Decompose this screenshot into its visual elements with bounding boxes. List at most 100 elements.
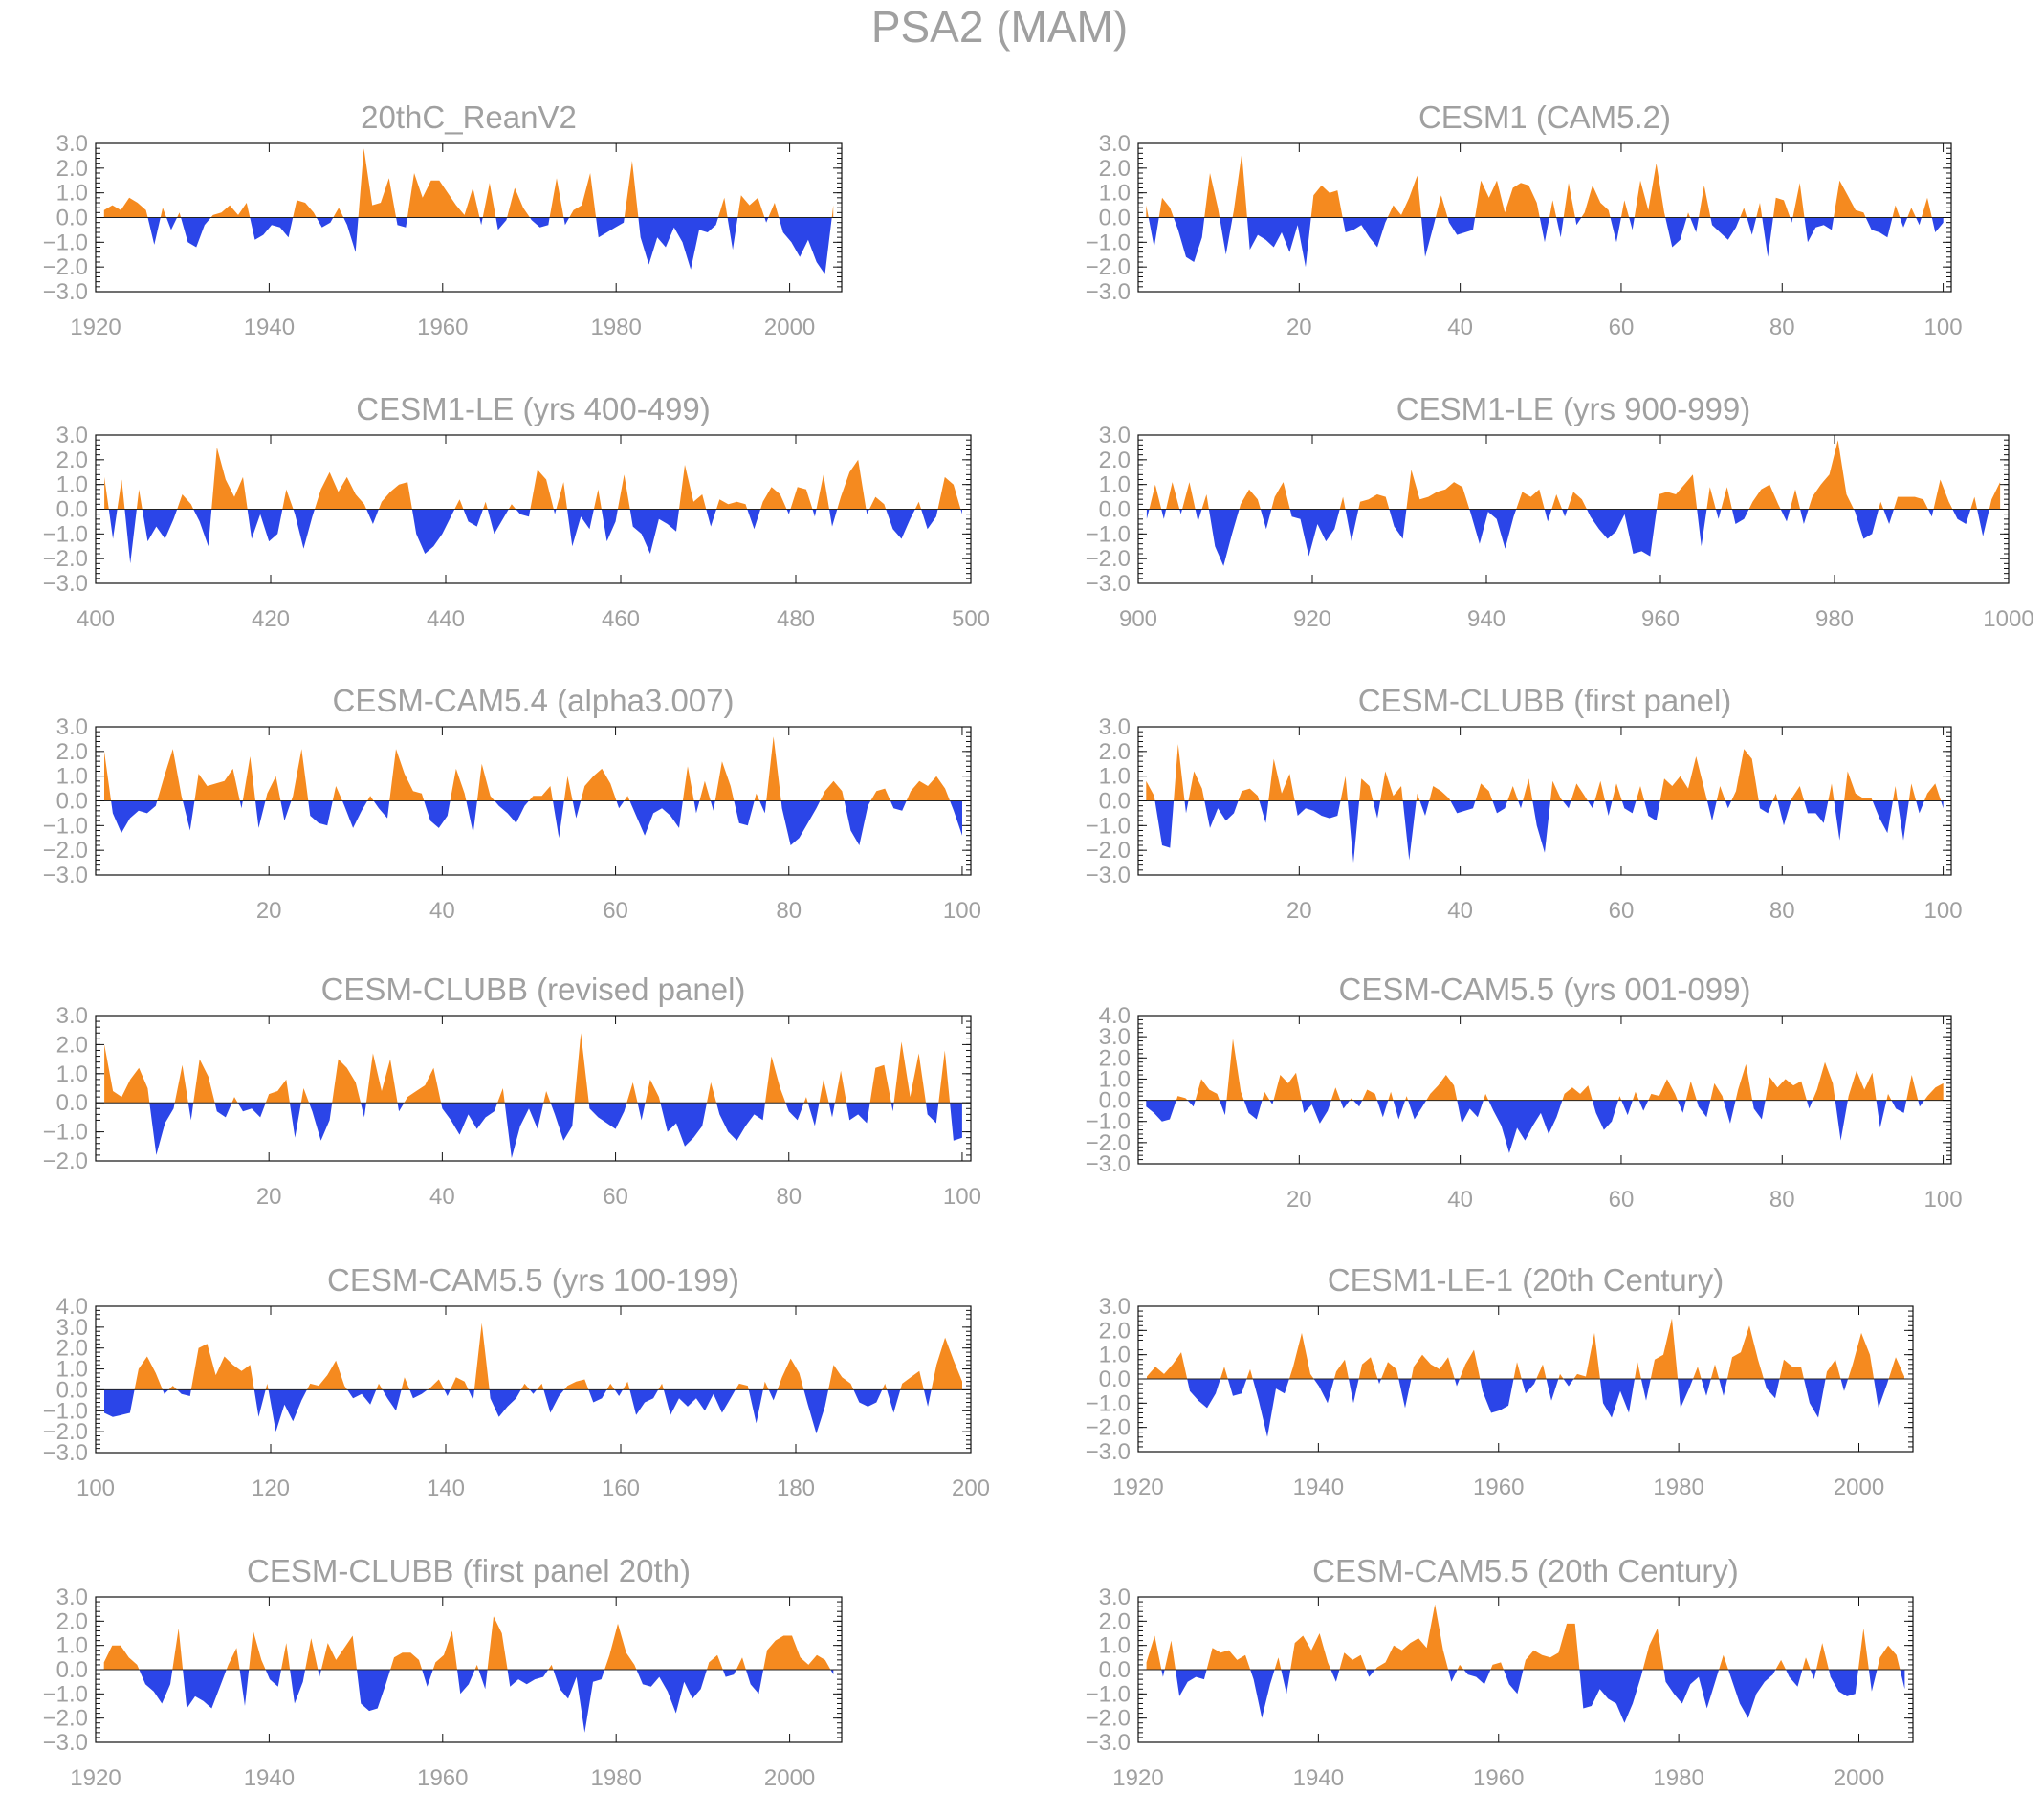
positive-area xyxy=(103,148,834,218)
y-tick-label: 3.0 xyxy=(56,423,88,448)
x-tick-label: 160 xyxy=(602,1476,640,1501)
y-tick-label: −1.0 xyxy=(43,813,88,839)
y-tick-label: 2.0 xyxy=(1099,1608,1131,1634)
y-tick-label: −3.0 xyxy=(1086,1151,1131,1177)
y-tick-label: 2.0 xyxy=(56,1336,88,1362)
x-tick-label: 2000 xyxy=(1834,1475,1884,1500)
y-tick-label: −1.0 xyxy=(1086,521,1131,547)
x-tick-label: 480 xyxy=(777,606,815,632)
x-ticks: 400 420 440 460 480 500 xyxy=(77,435,990,632)
y-tick-label: −2.0 xyxy=(43,838,88,864)
y-ticks: 3.02.01.00.0−1.0−2.0−3.0 xyxy=(1086,1294,1913,1465)
x-tick-label: 100 xyxy=(943,1184,981,1210)
panel-title: CESM-CAM5.5 (yrs 001-099) xyxy=(1339,972,1751,1007)
x-tick-label: 1980 xyxy=(590,1765,641,1791)
y-ticks: 3.02.01.00.0−1.0−2.0−3.0 xyxy=(1086,1585,1913,1756)
x-tick-label: 400 xyxy=(77,606,115,632)
negative-area xyxy=(1146,217,1944,268)
negative-area xyxy=(103,1670,834,1733)
negative-area xyxy=(1147,1379,1904,1437)
y-tick-label: 1.0 xyxy=(1099,472,1131,498)
y-tick-label: 1.0 xyxy=(1099,181,1131,207)
x-tick-label: 100 xyxy=(1924,898,1963,924)
panel-title: CESM1-LE (yrs 900-999) xyxy=(1396,391,1750,426)
panel-12: 3.02.01.00.0−1.0−2.0−3.0 1920 1940 1960 1980… xyxy=(1086,1553,1914,1791)
negative-area xyxy=(1146,800,1944,864)
y-tick-label: −1.0 xyxy=(43,230,88,255)
y-tick-label: 2.0 xyxy=(56,1032,88,1058)
y-tick-label: 0.0 xyxy=(56,497,88,523)
x-tick-label: 120 xyxy=(252,1476,290,1501)
x-tick-label: 1920 xyxy=(70,1765,121,1791)
positive-area xyxy=(1147,1318,1904,1379)
panel-3: 3.02.01.00.0−1.0−2.0−3.0 400 420 440 460 480 5… xyxy=(43,391,990,632)
y-tick-label: 1.0 xyxy=(1099,1343,1131,1368)
panel-title: CESM-CAM5.4 (alpha3.007) xyxy=(332,683,734,718)
positive-area xyxy=(1146,1604,1905,1670)
panel-5: 3.02.01.00.0−1.0−2.0−3.0 20 40 60 80 100 CESM-… xyxy=(43,683,981,924)
x-tick-label: 80 xyxy=(1769,898,1795,924)
y-tick-label: −2.0 xyxy=(1086,1130,1131,1156)
y-tick-label: 0.0 xyxy=(1099,789,1131,815)
y-tick-label: 4.0 xyxy=(56,1294,88,1320)
y-tick-label: −2.0 xyxy=(1086,254,1131,280)
panel-title: CESM-CLUBB (first panel 20th) xyxy=(247,1553,691,1588)
negative-area xyxy=(1146,1670,1905,1723)
x-tick-label: 1980 xyxy=(1653,1765,1703,1791)
y-tick-label: 2.0 xyxy=(1099,1318,1131,1344)
y-ticks: 3.02.01.00.0−1.0−2.0−3.0 xyxy=(1086,131,1951,305)
panel-7: 3.0 2.0 1.0 0.0 −1.0−2.0 20 40 60 80 100 CESM-CLUB… xyxy=(43,972,981,1210)
x-tick-label: 980 xyxy=(1815,606,1854,632)
y-tick-label: 0.0 xyxy=(1099,1367,1131,1392)
y-tick-label: 3.0 xyxy=(1099,1294,1131,1320)
y-tick-label: 0.0 xyxy=(1099,1657,1131,1683)
y-tick-label: −2.0 xyxy=(43,546,88,572)
positive-area xyxy=(104,1033,962,1104)
y-tick-label: 2.0 xyxy=(56,739,88,765)
y-tick-label: 0.0 xyxy=(56,789,88,815)
y-tick-label: −3.0 xyxy=(1086,863,1131,888)
x-tick-label: 920 xyxy=(1293,606,1331,632)
plot-frame xyxy=(95,1305,972,1454)
y-tick-label: −2.0 xyxy=(1086,1706,1131,1732)
y-tick-label: 3.0 xyxy=(1099,423,1131,448)
y-tick-label: 2.0 xyxy=(56,448,88,473)
x-ticks: 1920 1940 1960 1980 2000 xyxy=(1112,1306,1884,1500)
x-tick-label: 2000 xyxy=(764,1765,815,1791)
y-tick-label: −1.0 xyxy=(43,1398,88,1424)
y-tick-label: 3.0 xyxy=(56,131,88,157)
y-tick-label: 1.0 xyxy=(56,472,88,498)
x-tick-label: 20 xyxy=(256,898,282,924)
panel-11: 3.02.01.00.0−1.0−2.0−3.0 1920 1940 1960 1980… xyxy=(43,1553,843,1791)
y-tick-label: 0.0 xyxy=(56,1657,88,1683)
panel-title: CESM-CLUBB (first panel) xyxy=(1358,683,1732,718)
x-tick-label: 20 xyxy=(1286,1187,1312,1213)
x-tick-label: 40 xyxy=(429,898,455,924)
y-tick-label: −2.0 xyxy=(43,1148,88,1174)
panel-title: CESM-CAM5.5 (yrs 100-199) xyxy=(327,1262,739,1298)
positive-area xyxy=(103,1616,834,1670)
x-ticks: 1920 1940 1960 1980 2000 xyxy=(70,143,815,340)
panel-title: CESM1-LE-1 (20th Century) xyxy=(1328,1262,1724,1298)
panel-title: CESM-CAM5.5 (20th Century) xyxy=(1312,1553,1739,1588)
y-tick-label: −1.0 xyxy=(43,1681,88,1707)
y-tick-label: 3.0 xyxy=(56,1315,88,1341)
y-ticks: 3.02.01.00.0−1.0−2.0−3.0 xyxy=(43,131,842,305)
x-tick-label: 1920 xyxy=(70,315,121,340)
y-tick-label: 1.0 xyxy=(1099,764,1131,790)
positive-area xyxy=(104,1323,962,1390)
x-tick-label: 40 xyxy=(1447,315,1473,340)
y-ticks: 4.03.02.01.00.0−1.0−2.0−3.0 xyxy=(1086,1003,1951,1177)
y-tick-label: 1.0 xyxy=(56,764,88,790)
x-ticks: 900 920 940 960 980 1000 xyxy=(1119,435,2034,632)
y-tick-label: 0.0 xyxy=(1099,206,1131,231)
y-ticks: 3.02.01.00.0−1.0−2.0−3.0 xyxy=(43,714,971,888)
y-tick-label: 3.0 xyxy=(1099,131,1131,157)
panel-10: 3.02.01.00.0−1.0−2.0−3.0 1920 1940 1960 1980… xyxy=(1086,1262,1914,1500)
y-tick-label: 3.0 xyxy=(1099,1585,1131,1610)
negative-area xyxy=(104,1389,962,1434)
y-tick-label: −3.0 xyxy=(43,571,88,597)
y-tick-label: −2.0 xyxy=(43,254,88,280)
negative-area xyxy=(1146,1100,1944,1153)
